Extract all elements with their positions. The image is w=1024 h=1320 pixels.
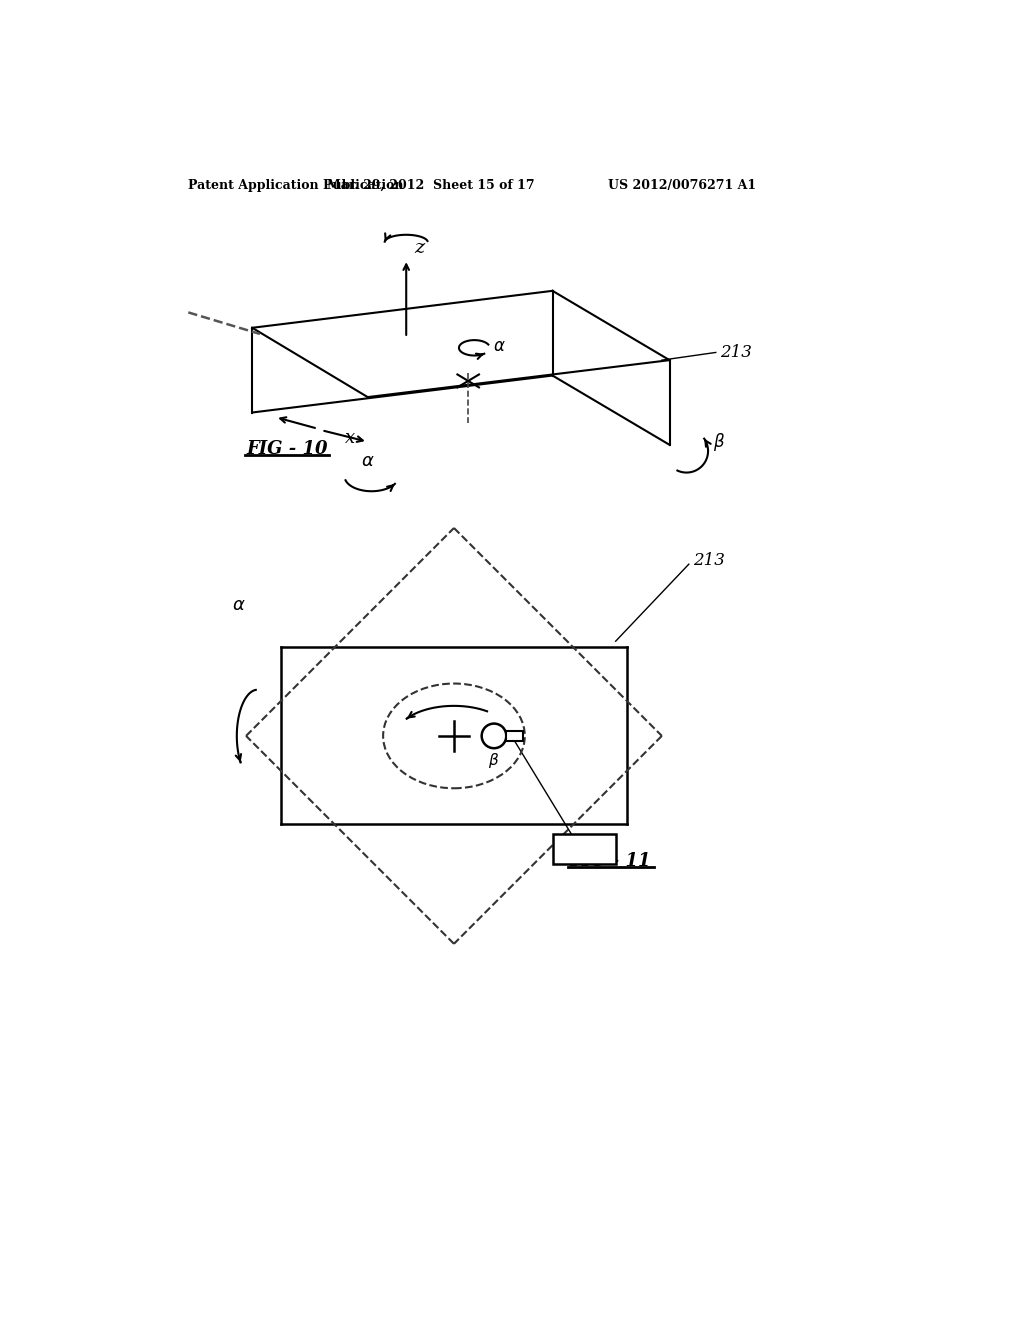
Text: $\beta$: $\beta$ <box>713 430 725 453</box>
Bar <box>506 730 523 742</box>
Text: 600: 600 <box>567 838 601 855</box>
Text: $\alpha$: $\alpha$ <box>493 338 506 355</box>
Text: $\alpha$: $\alpha$ <box>360 451 375 470</box>
FancyBboxPatch shape <box>553 834 615 865</box>
Text: Mar. 29, 2012  Sheet 15 of 17: Mar. 29, 2012 Sheet 15 of 17 <box>327 178 535 191</box>
Text: $\beta$: $\beta$ <box>488 751 500 771</box>
Text: FIG - 11: FIG - 11 <box>569 851 651 870</box>
Text: Patent Application Publication: Patent Application Publication <box>188 178 403 191</box>
Text: 213: 213 <box>692 552 725 569</box>
Text: $\alpha$: $\alpha$ <box>231 597 245 614</box>
Text: FIG - 10: FIG - 10 <box>246 441 328 458</box>
Text: 213: 213 <box>720 345 752 360</box>
Text: x: x <box>345 429 354 447</box>
Text: US 2012/0076271 A1: US 2012/0076271 A1 <box>608 178 756 191</box>
Text: z: z <box>414 239 424 257</box>
